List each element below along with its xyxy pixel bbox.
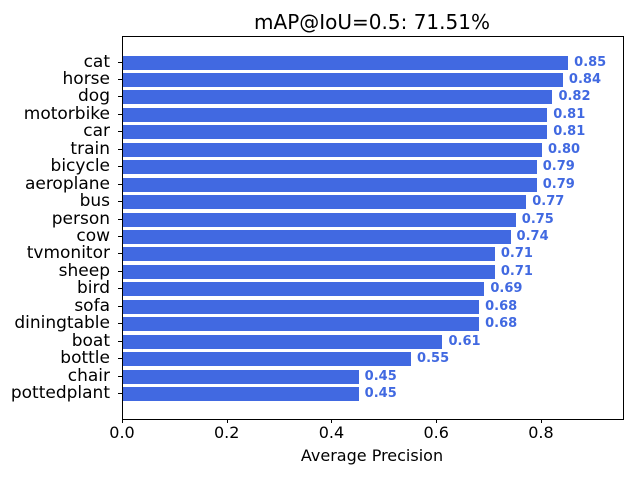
y-tick-mark [118,358,122,360]
y-tick-mark [118,61,122,63]
y-tick-label-bottle: bottle [60,348,110,369]
bar-bird [123,282,485,297]
y-tick-label-diningtable: diningtable [14,313,110,334]
x-tick-mark [226,419,228,423]
plot-area: 0.85 0.84 0.82 0.81 0.81 0.80 0.79 0.79 0.77 0.75… [122,36,624,420]
bar-cow [123,229,511,244]
y-tick-mark [118,78,122,80]
y-tick-label-motorbike: motorbike [23,103,110,124]
y-tick-label-cat: cat [83,51,110,72]
bar-bus [123,195,527,210]
bar-train [123,142,542,157]
y-tick-mark [118,305,122,307]
bar-value-label-pottedplant: 0.45 [364,385,397,401]
y-tick-label-dog: dog [78,86,110,107]
y-tick-mark [118,323,122,325]
y-tick-mark [118,288,122,290]
y-tick-label-train: train [70,138,110,159]
bar-value-label-car: 0.81 [553,124,586,140]
y-tick-label-car: car [83,121,110,142]
x-tick-label-0.6: 0.6 [423,423,449,442]
y-tick-mark [118,96,122,98]
y-tick-label-horse: horse [62,68,110,89]
x-tick-mark [331,419,333,423]
bar-car [123,125,548,140]
bar-value-label-chair: 0.45 [364,368,397,384]
y-tick-label-tvmonitor: tvmonitor [26,243,110,264]
y-tick-mark [118,131,122,133]
bar-value-label-motorbike: 0.81 [553,106,586,122]
bar-value-label-cat: 0.85 [574,54,607,70]
bar-pottedplant [123,386,359,401]
y-tick-label-cow: cow [76,225,110,246]
x-tick-label-0.2: 0.2 [214,423,240,442]
bar-value-label-bus: 0.77 [532,194,565,210]
y-tick-mark [118,375,122,377]
bar-value-label-dog: 0.82 [558,89,591,105]
x-tick-mark [436,419,438,423]
y-tick-label-boat: boat [71,330,110,351]
bar-value-label-cow: 0.74 [516,228,549,244]
bar-dog [123,90,553,105]
chart-title: mAP@IoU=0.5: 71.51% [254,10,490,34]
y-tick-label-person: person [51,208,110,229]
y-tick-mark [118,218,122,220]
y-tick-label-sofa: sofa [74,295,110,316]
x-axis-label: Average Precision [300,446,444,465]
y-tick-label-chair: chair [67,365,110,386]
y-tick-label-bus: bus [79,191,110,212]
y-tick-mark [118,113,122,115]
y-tick-mark [118,392,122,394]
bar-value-label-aeroplane: 0.79 [542,176,575,192]
bar-value-label-tvmonitor: 0.71 [500,246,533,262]
x-tick-mark [540,419,542,423]
bar-person [123,212,516,227]
y-tick-mark [118,235,122,237]
bar-value-label-bottle: 0.55 [417,351,450,367]
y-tick-mark [118,270,122,272]
bar-motorbike [123,107,548,122]
bar-diningtable [123,317,480,332]
y-tick-mark [118,201,122,203]
bar-value-label-bird: 0.69 [490,281,523,297]
y-tick-label-bicycle: bicycle [50,156,110,177]
bar-value-label-sheep: 0.71 [500,263,533,279]
bar-sofa [123,299,480,314]
y-tick-mark [118,340,122,342]
bar-value-label-person: 0.75 [521,211,554,227]
bar-value-label-boat: 0.61 [448,333,481,349]
bar-bicycle [123,160,537,175]
x-tick-label-0.8: 0.8 [528,423,554,442]
bar-chair [123,369,359,384]
y-tick-label-pottedplant: pottedplant [10,382,110,403]
bar-sheep [123,264,495,279]
bar-horse [123,72,563,87]
bar-value-label-bicycle: 0.79 [542,159,575,175]
bar-cat [123,55,569,70]
x-tick-label-0.0: 0.0 [109,423,135,442]
y-tick-mark [118,253,122,255]
x-tick-label-0.4: 0.4 [318,423,345,442]
y-tick-mark [118,183,122,185]
bar-value-label-horse: 0.84 [568,71,601,87]
bar-value-label-train: 0.80 [547,141,581,157]
bar-value-label-sofa: 0.68 [485,298,518,314]
bar-tvmonitor [123,247,495,262]
y-tick-label-bird: bird [77,278,110,299]
y-tick-mark [118,148,122,150]
bar-value-label-diningtable: 0.68 [485,316,518,332]
y-tick-label-aeroplane: aeroplane [24,173,110,194]
x-tick-mark [122,419,123,423]
bar-boat [123,334,443,349]
y-tick-label-sheep: sheep [58,260,110,281]
y-tick-mark [118,166,122,168]
bar-bottle [123,352,412,367]
bar-aeroplane [123,177,537,192]
